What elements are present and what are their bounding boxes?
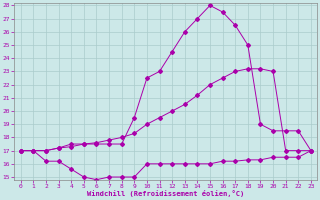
X-axis label: Windchill (Refroidissement éolien,°C): Windchill (Refroidissement éolien,°C)	[87, 190, 244, 197]
